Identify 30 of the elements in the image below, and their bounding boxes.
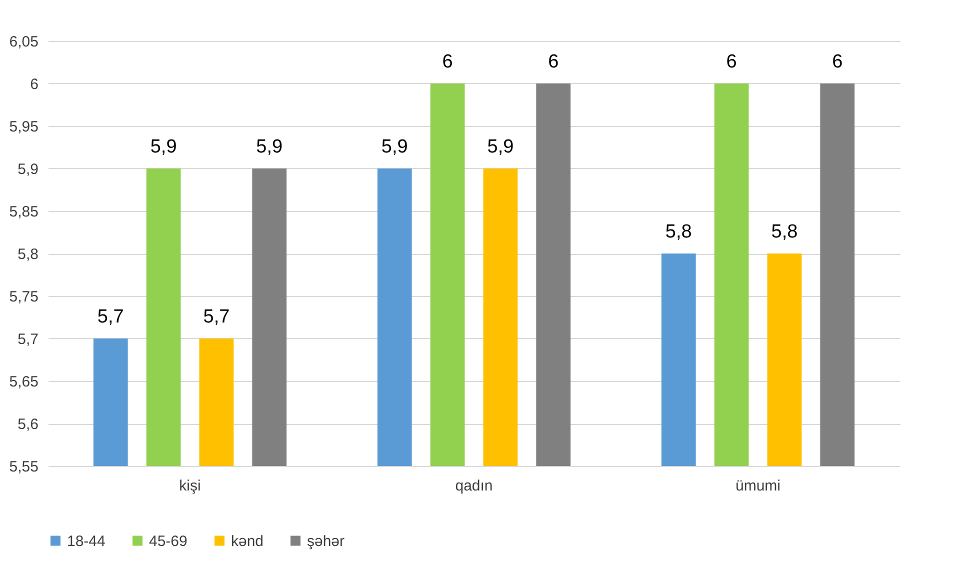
- x-tick-label: qadın: [455, 478, 493, 494]
- y-tick-label: 6,05: [9, 34, 38, 50]
- legend-label: 45-69: [149, 532, 188, 550]
- y-tick-label: 5,9: [18, 161, 38, 178]
- y-tick-label: 5,6: [18, 416, 38, 433]
- x-tick-label: ümumi: [735, 478, 781, 494]
- data-label: 5,9: [256, 136, 283, 158]
- y-tick-label: 5,95: [9, 118, 38, 136]
- y-tick-label: 5,8: [18, 246, 38, 263]
- data-label: 5,7: [203, 306, 230, 328]
- y-tick-label: 5,85: [9, 204, 38, 220]
- data-label: 5,9: [487, 136, 514, 158]
- data-label: 5,9: [381, 136, 408, 158]
- y-tick-label: 5,65: [9, 374, 38, 390]
- data-label: 5,7: [97, 306, 124, 328]
- legend-label: 18-44: [67, 532, 106, 550]
- data-label: 6: [442, 52, 453, 72]
- y-tick-label: 6: [30, 76, 38, 93]
- data-label: 6: [548, 52, 559, 72]
- data-label: 6: [832, 52, 843, 72]
- legend-label: şəhər: [307, 532, 345, 550]
- data-label: 5,9: [150, 136, 177, 158]
- data-label: 5,8: [665, 222, 692, 242]
- y-tick-label: 5,75: [9, 288, 38, 306]
- y-tick-label: 5,7: [18, 331, 38, 348]
- legend-label: kənd: [231, 532, 264, 550]
- x-tick-label: kişi: [179, 478, 201, 494]
- data-label: 6: [726, 52, 737, 72]
- data-label: 5,8: [771, 222, 798, 242]
- y-tick-label: 5,55: [9, 458, 38, 476]
